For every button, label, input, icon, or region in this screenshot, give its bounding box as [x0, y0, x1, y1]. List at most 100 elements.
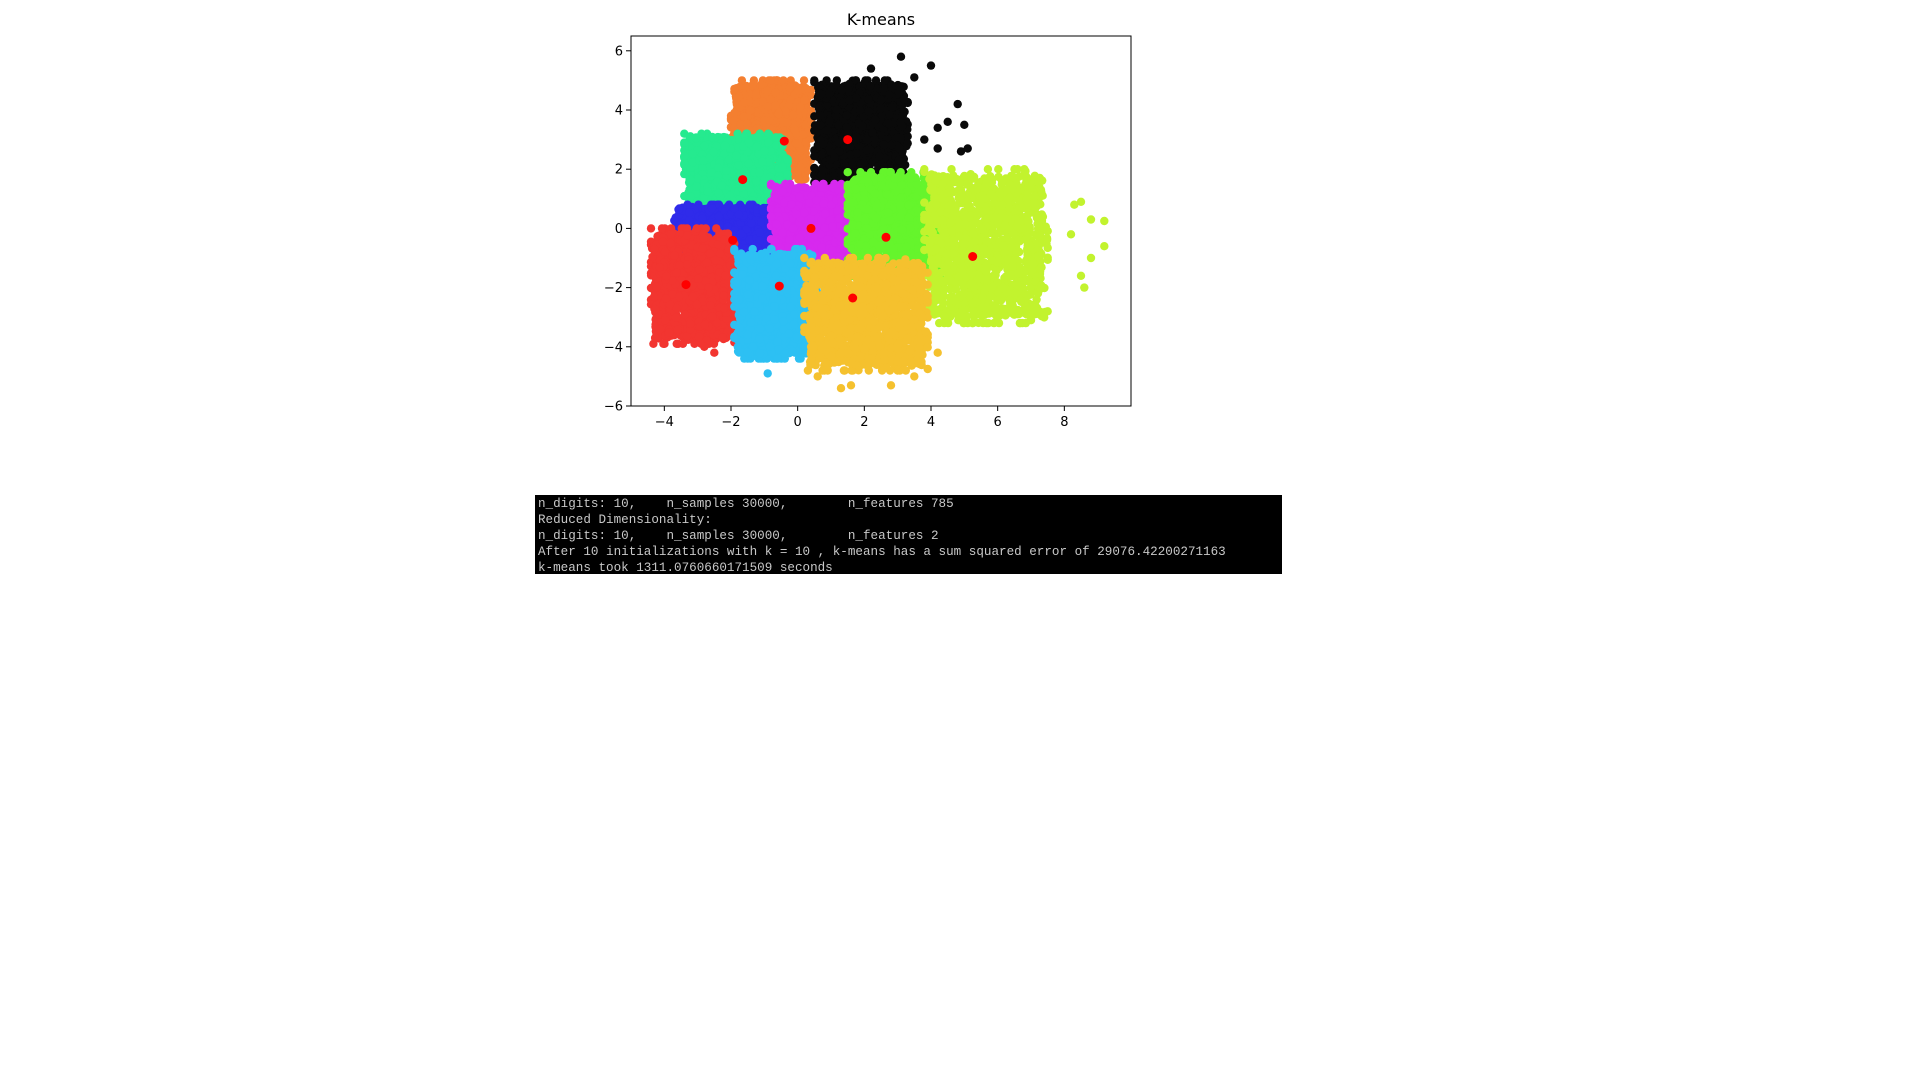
cluster-point: [887, 103, 897, 112]
cluster-point: [832, 105, 842, 115]
cluster-point: [834, 120, 843, 130]
cluster-point: [778, 162, 787, 172]
cluster-point: [848, 160, 857, 169]
cluster-point: [871, 115, 880, 125]
cluster-point: [758, 157, 767, 167]
cluster-point: [771, 101, 780, 110]
cluster-point: [759, 116, 769, 125]
cluster-point: [755, 168, 764, 177]
cluster-point: [810, 76, 819, 85]
cluster-point: [760, 146, 769, 156]
cluster-point: [680, 138, 689, 147]
cluster-point: [792, 139, 801, 148]
cluster-point: [862, 145, 872, 155]
cluster-point: [798, 130, 808, 139]
cluster-point: [789, 110, 798, 120]
cluster-point: [852, 149, 861, 158]
cluster-point: [834, 138, 843, 147]
cluster-point: [744, 159, 753, 168]
cluster-point: [746, 106, 755, 115]
cluster-point: [692, 134, 701, 143]
cluster-point: [875, 151, 884, 161]
cluster-point: [783, 155, 792, 164]
cluster-point: [732, 151, 741, 160]
cluster-point: [817, 170, 826, 180]
cluster-point: [799, 76, 809, 85]
cluster-point: [855, 106, 865, 115]
cluster-point: [864, 107, 873, 116]
cluster-point: [816, 89, 826, 99]
chart-title: K-means: [847, 10, 915, 29]
cluster-point: [686, 175, 695, 185]
cluster-point: [894, 143, 904, 153]
cluster-point: [796, 163, 805, 172]
cluster-point: [885, 90, 894, 100]
cluster-point: [885, 110, 894, 119]
cluster-point: [880, 76, 889, 85]
cluster-points-layer: [646, 52, 1109, 393]
cluster-point: [739, 98, 749, 107]
cluster-point: [763, 138, 773, 147]
cluster-point: [714, 189, 723, 198]
cluster-point: [774, 109, 783, 118]
cluster-point: [857, 121, 867, 131]
cluster-point: [896, 133, 905, 143]
cluster-point: [863, 135, 872, 145]
cluster-point: [763, 102, 773, 111]
cluster-point: [816, 111, 825, 120]
cluster-point: [703, 187, 713, 196]
cluster-point: [877, 95, 886, 105]
cluster-point: [720, 141, 730, 150]
cluster-point: [903, 139, 912, 148]
cluster-point: [709, 147, 718, 157]
cluster-point: [744, 138, 754, 148]
cluster-point: [810, 151, 819, 161]
cluster-point: [714, 163, 723, 173]
cluster-point: [766, 76, 775, 85]
cluster-point: [800, 96, 809, 105]
cluster-point: [793, 86, 803, 95]
cluster-point: [818, 140, 828, 149]
cluster-point: [722, 166, 731, 176]
cluster-point: [894, 155, 903, 165]
cluster-point: [824, 89, 834, 99]
cluster-point: [688, 149, 697, 158]
cluster-point: [852, 132, 861, 142]
cluster-point: [692, 182, 701, 191]
cluster-point: [708, 132, 717, 142]
cluster-point: [742, 119, 752, 128]
cluster-point: [734, 161, 743, 170]
cluster-point: [771, 133, 781, 142]
cluster-point: [700, 141, 709, 151]
cluster-point: [794, 175, 803, 184]
cluster-point: [899, 95, 909, 104]
cluster-point: [876, 104, 886, 113]
cluster-point: [864, 95, 873, 104]
cluster-point: [763, 86, 772, 96]
cluster-point: [868, 128, 877, 137]
cluster-point: [825, 116, 834, 126]
cluster-point: [680, 151, 689, 161]
cluster-point: [823, 126, 832, 135]
cluster-point: [771, 88, 780, 97]
cluster-point: [680, 129, 689, 138]
cluster-point: [897, 122, 907, 131]
cluster-point: [752, 142, 761, 152]
cluster-point: [866, 81, 875, 91]
cluster-point: [884, 119, 894, 128]
cluster-point: [837, 86, 846, 95]
cluster-point: [699, 156, 708, 165]
cluster-point: [680, 159, 689, 168]
cluster-point: [830, 153, 839, 162]
cluster-point: [879, 140, 889, 150]
cluster-point: [814, 103, 823, 113]
cluster-point: [859, 158, 868, 168]
cluster-point: [817, 150, 826, 159]
cluster-point: [783, 118, 792, 128]
cluster-point: [842, 123, 852, 132]
cluster-point: [845, 96, 854, 105]
cluster-point: [717, 181, 726, 190]
cluster-point: [730, 84, 739, 94]
cluster-point: [785, 83, 795, 92]
